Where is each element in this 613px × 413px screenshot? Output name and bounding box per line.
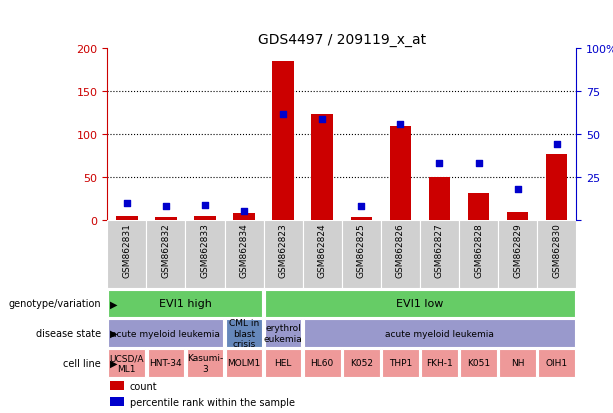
Bar: [224, 221, 264, 289]
Text: HL60: HL60: [311, 358, 334, 368]
Text: erythrol
eukemia: erythrol eukemia: [264, 324, 302, 343]
Bar: [265, 290, 575, 317]
Text: percentile rank within the sample: percentile rank within the sample: [130, 397, 295, 407]
Bar: [498, 221, 537, 289]
Point: [512, 186, 522, 193]
Bar: [382, 349, 419, 377]
Text: GSM862827: GSM862827: [435, 223, 444, 277]
Bar: [421, 349, 458, 377]
Text: GSM862830: GSM862830: [552, 223, 561, 277]
Bar: [537, 221, 576, 289]
Bar: [185, 221, 224, 289]
Text: GSM862824: GSM862824: [318, 223, 327, 277]
Point: [161, 204, 171, 210]
Text: K051: K051: [467, 358, 490, 368]
Bar: [155, 218, 177, 221]
Point: [435, 161, 444, 167]
Bar: [272, 62, 294, 221]
Title: GDS4497 / 209119_x_at: GDS4497 / 209119_x_at: [257, 33, 426, 47]
Bar: [304, 320, 575, 347]
Bar: [109, 290, 262, 317]
Text: NH: NH: [511, 358, 524, 368]
Bar: [351, 217, 372, 221]
Text: CML in
blast
crisis: CML in blast crisis: [229, 318, 259, 348]
Bar: [390, 126, 411, 221]
Bar: [194, 216, 216, 221]
Bar: [546, 154, 568, 221]
Text: Kasumi-
3: Kasumi- 3: [187, 354, 223, 373]
Text: acute myeloid leukemia: acute myeloid leukemia: [112, 329, 220, 338]
Text: FKH-1: FKH-1: [426, 358, 453, 368]
Bar: [109, 320, 223, 347]
Bar: [468, 194, 489, 221]
Point: [200, 202, 210, 209]
Text: GSM862826: GSM862826: [396, 223, 405, 277]
Text: ▶: ▶: [110, 328, 118, 338]
Point: [474, 161, 484, 167]
Text: disease state: disease state: [36, 328, 101, 338]
Bar: [226, 320, 262, 347]
Bar: [304, 349, 341, 377]
Bar: [538, 349, 575, 377]
Bar: [311, 114, 333, 221]
Text: HEL: HEL: [275, 358, 292, 368]
Point: [552, 142, 562, 148]
Text: GSM862833: GSM862833: [200, 223, 210, 277]
Text: UCSD/A
ML1: UCSD/A ML1: [110, 354, 144, 373]
Bar: [116, 216, 137, 221]
Text: GSM862834: GSM862834: [240, 223, 248, 277]
Text: GSM862825: GSM862825: [357, 223, 366, 277]
Bar: [303, 221, 341, 289]
Text: cell line: cell line: [63, 358, 101, 368]
Bar: [109, 349, 145, 377]
Bar: [460, 349, 497, 377]
Point: [395, 121, 405, 128]
Bar: [186, 349, 223, 377]
Text: ▶: ▶: [110, 299, 118, 309]
Point: [278, 111, 288, 118]
Bar: [381, 221, 420, 289]
Text: acute myeloid leukemia: acute myeloid leukemia: [385, 329, 494, 338]
Bar: [459, 221, 498, 289]
Text: HNT-34: HNT-34: [150, 358, 182, 368]
Text: OIH1: OIH1: [546, 358, 568, 368]
Bar: [147, 221, 185, 289]
Text: GSM862828: GSM862828: [474, 223, 483, 277]
Text: THP1: THP1: [389, 358, 412, 368]
Bar: [428, 178, 450, 221]
Text: EVI1 low: EVI1 low: [396, 299, 444, 309]
Point: [356, 204, 366, 210]
Bar: [110, 381, 124, 390]
Text: EVI1 high: EVI1 high: [159, 299, 212, 309]
Bar: [226, 349, 262, 377]
Text: GSM862831: GSM862831: [123, 223, 131, 277]
Text: genotype/variation: genotype/variation: [9, 299, 101, 309]
Point: [318, 116, 327, 123]
Bar: [341, 221, 381, 289]
Bar: [420, 221, 459, 289]
Bar: [343, 349, 379, 377]
Bar: [499, 349, 536, 377]
Text: GSM862823: GSM862823: [279, 223, 287, 277]
Bar: [265, 320, 302, 347]
Bar: [264, 221, 303, 289]
Point: [122, 200, 132, 207]
Bar: [148, 349, 185, 377]
Text: GSM862829: GSM862829: [513, 223, 522, 277]
Bar: [110, 397, 124, 406]
Point: [239, 209, 249, 215]
Text: GSM862832: GSM862832: [161, 223, 170, 277]
Text: MOLM1: MOLM1: [227, 358, 261, 368]
Bar: [265, 349, 302, 377]
Text: K052: K052: [350, 358, 373, 368]
Bar: [107, 221, 147, 289]
Bar: [507, 213, 528, 221]
Text: ▶: ▶: [110, 358, 118, 368]
Bar: [234, 214, 255, 221]
Text: count: count: [130, 381, 158, 391]
